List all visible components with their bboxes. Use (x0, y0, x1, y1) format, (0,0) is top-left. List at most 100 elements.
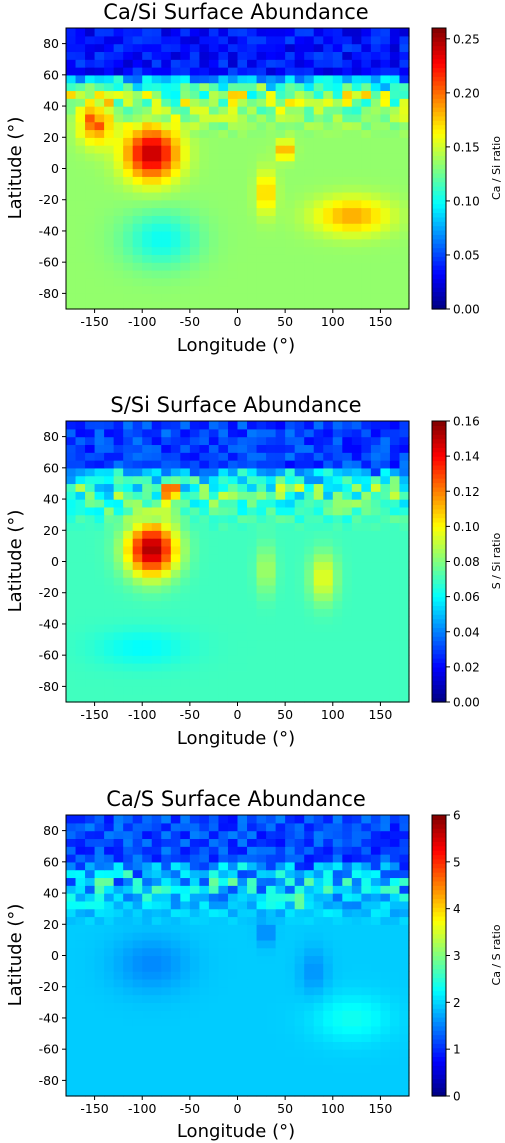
heatmap-cell (237, 35, 248, 45)
heatmap-cell (142, 522, 153, 531)
heatmap-cell (75, 277, 86, 287)
heatmap-cell (189, 854, 200, 863)
heatmap-cell (313, 686, 324, 695)
heatmap-cell (380, 639, 391, 648)
heatmap-cell (275, 460, 286, 469)
heatmap-cell (227, 90, 239, 99)
colorbar-segment (432, 251, 446, 257)
heatmap-cell (161, 254, 172, 263)
heatmap-cell (361, 553, 372, 563)
heatmap-cell (123, 815, 134, 824)
heatmap-cell (66, 59, 77, 68)
heatmap-cell (380, 215, 391, 224)
heatmap-cell (361, 421, 372, 430)
heatmap-cell (351, 822, 362, 832)
heatmap-cell (399, 1041, 410, 1050)
heatmap-cell (266, 460, 277, 469)
heatmap-cell (75, 145, 86, 154)
heatmap-cell (237, 545, 248, 555)
heatmap-cell (85, 269, 96, 279)
heatmap-cell (361, 28, 372, 37)
heatmap-cell (332, 545, 343, 555)
heatmap-cell (285, 885, 296, 894)
heatmap-cell (351, 538, 362, 547)
heatmap-cell (247, 1088, 258, 1097)
heatmap-cell (342, 608, 353, 617)
heatmap-cell (247, 59, 258, 68)
heatmap-cell (104, 176, 115, 185)
heatmap-cell (66, 963, 77, 972)
heatmap-cell (113, 1017, 124, 1027)
heatmap-cell (294, 815, 305, 824)
heatmap-cell (294, 223, 305, 232)
heatmap-cell (342, 854, 353, 863)
heatmap-cell (227, 51, 239, 60)
heatmap-cell (199, 1056, 210, 1066)
heatmap-cell (294, 67, 305, 76)
heatmap-cell (180, 277, 191, 287)
heatmap-cell (256, 908, 267, 918)
heatmap-cell (313, 670, 324, 680)
heatmap-cell (180, 662, 191, 672)
heatmap-cell (113, 600, 124, 609)
heatmap-cell (399, 28, 410, 37)
heatmap-cell (104, 861, 115, 871)
heatmap-cell (85, 475, 96, 485)
colorbar-segment (432, 845, 446, 851)
heatmap-cell (351, 900, 362, 910)
heatmap-cell (227, 35, 239, 45)
heatmap-cell (351, 569, 362, 578)
heatmap-cell (151, 293, 162, 302)
heatmap-cell (370, 530, 382, 539)
heatmap-cell (351, 246, 362, 255)
heatmap-cell (237, 1049, 248, 1058)
heatmap-cell (85, 530, 96, 539)
heatmap-cell (266, 530, 277, 539)
heatmap-cell (180, 199, 191, 209)
heatmap-cell (161, 815, 172, 824)
heatmap-cell (266, 121, 277, 131)
heatmap-cell (342, 986, 353, 996)
heatmap-cell (85, 678, 96, 687)
heatmap-cell (332, 662, 343, 672)
heatmap-cell (304, 916, 315, 925)
heatmap-cell (170, 647, 181, 656)
heatmap-cell (332, 670, 343, 680)
heatmap-cell (208, 916, 220, 925)
heatmap-cell (85, 254, 96, 263)
heatmap-cell (323, 269, 334, 279)
heatmap-cell (132, 1049, 143, 1058)
heatmap-cell (75, 293, 86, 302)
heatmap-cell (313, 978, 324, 988)
heatmap-cell (256, 670, 267, 680)
heatmap-cell (313, 861, 324, 871)
heatmap-cell (275, 82, 286, 92)
heatmap-cell (380, 955, 391, 964)
heatmap-cell (208, 584, 220, 594)
heatmap-cell (199, 561, 210, 570)
heatmap-cell (323, 483, 334, 492)
heatmap-cell (132, 623, 143, 633)
heatmap-cell (104, 838, 115, 847)
heatmap-cell (323, 955, 334, 964)
heatmap-cell (266, 168, 277, 177)
heatmap-cell (151, 538, 162, 547)
heatmap-cell (256, 1080, 267, 1089)
heatmap-cell (351, 43, 362, 53)
heatmap-cell (237, 1002, 248, 1011)
heatmap-cell (85, 277, 96, 287)
heatmap-cell (94, 137, 105, 146)
heatmap-cell (189, 994, 200, 1003)
heatmap-cell (180, 1017, 191, 1027)
heatmap-cell (304, 506, 315, 516)
heatmap-cell (66, 655, 77, 664)
heatmap-cell (94, 623, 105, 633)
heatmap-cell (313, 35, 324, 45)
heatmap-cell (94, 207, 105, 216)
heatmap-cell (218, 830, 229, 840)
heatmap-cell (132, 978, 143, 988)
heatmap-cell (66, 932, 77, 941)
heatmap-cell (399, 947, 410, 957)
heatmap-cell (104, 908, 115, 918)
heatmap-cell (275, 191, 286, 201)
